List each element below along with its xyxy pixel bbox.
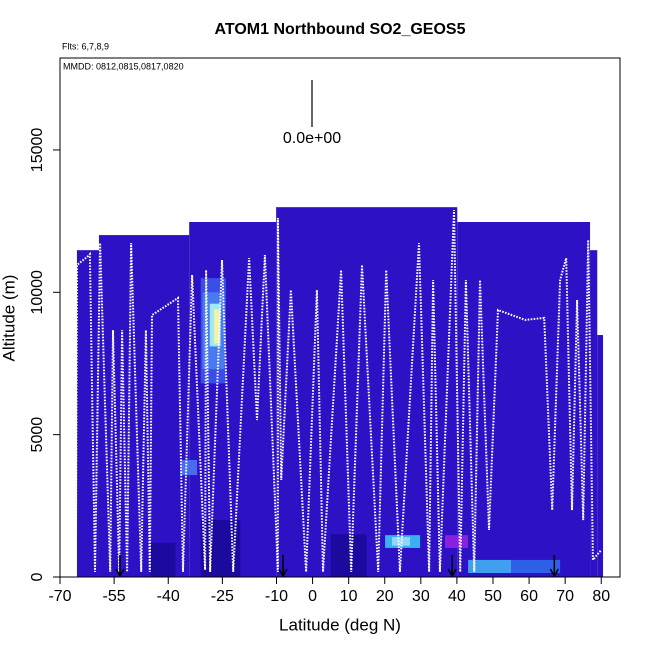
x-tick-label: -55 xyxy=(103,588,126,605)
annotation: MMDD: 0812,0815,0817,0820 xyxy=(63,61,184,71)
curtain-column xyxy=(76,250,99,577)
y-tick-label: 15000 xyxy=(29,128,46,173)
y-tick-label: 5000 xyxy=(29,417,46,453)
x-tick-label: 20 xyxy=(376,588,394,605)
y-tick-label: 0 xyxy=(29,572,46,581)
subtitle: Flts: 6,7,8,9 xyxy=(62,41,109,51)
curtain-column xyxy=(590,250,598,577)
curtain-column xyxy=(597,335,604,577)
y-tick-label: 10000 xyxy=(29,270,46,315)
x-tick-label: 50 xyxy=(484,588,502,605)
arrow xyxy=(115,555,125,578)
concentration-patch xyxy=(214,309,220,344)
x-tick-label: -40 xyxy=(157,588,180,605)
x-tick-label: 60 xyxy=(520,588,538,605)
concentration-patch xyxy=(511,559,561,574)
x-tick-label: 0 xyxy=(308,588,317,605)
y-axis-label: Altitude (m) xyxy=(0,275,18,362)
concentration-patch xyxy=(445,535,469,548)
concentration-patch xyxy=(468,559,512,574)
x-tick-label: -70 xyxy=(48,588,71,605)
plot-area xyxy=(74,207,604,577)
x-tick-label: 80 xyxy=(592,588,610,605)
x-tick-label: 10 xyxy=(340,588,358,605)
arrow xyxy=(549,555,559,578)
x-tick-label: 40 xyxy=(448,588,466,605)
chart-title: ATOM1 Northbound SO2_GEOS5 xyxy=(215,21,466,38)
concentration-patch xyxy=(180,459,198,476)
x-axis-label: Latitude (deg N) xyxy=(279,615,401,634)
x-tick-label: 30 xyxy=(412,588,430,605)
concentration-patch xyxy=(391,537,410,546)
flight-track xyxy=(74,209,602,574)
x-tick-label: -10 xyxy=(265,588,288,605)
arrow xyxy=(278,555,288,578)
concentration-patch xyxy=(330,534,367,577)
scale-label: 0.0e+00 xyxy=(283,130,341,147)
x-tick-label: 70 xyxy=(556,588,574,605)
concentration-patch xyxy=(150,542,176,577)
arrow xyxy=(447,555,457,578)
x-tick-label: -25 xyxy=(211,588,234,605)
plot-frame xyxy=(59,57,621,578)
